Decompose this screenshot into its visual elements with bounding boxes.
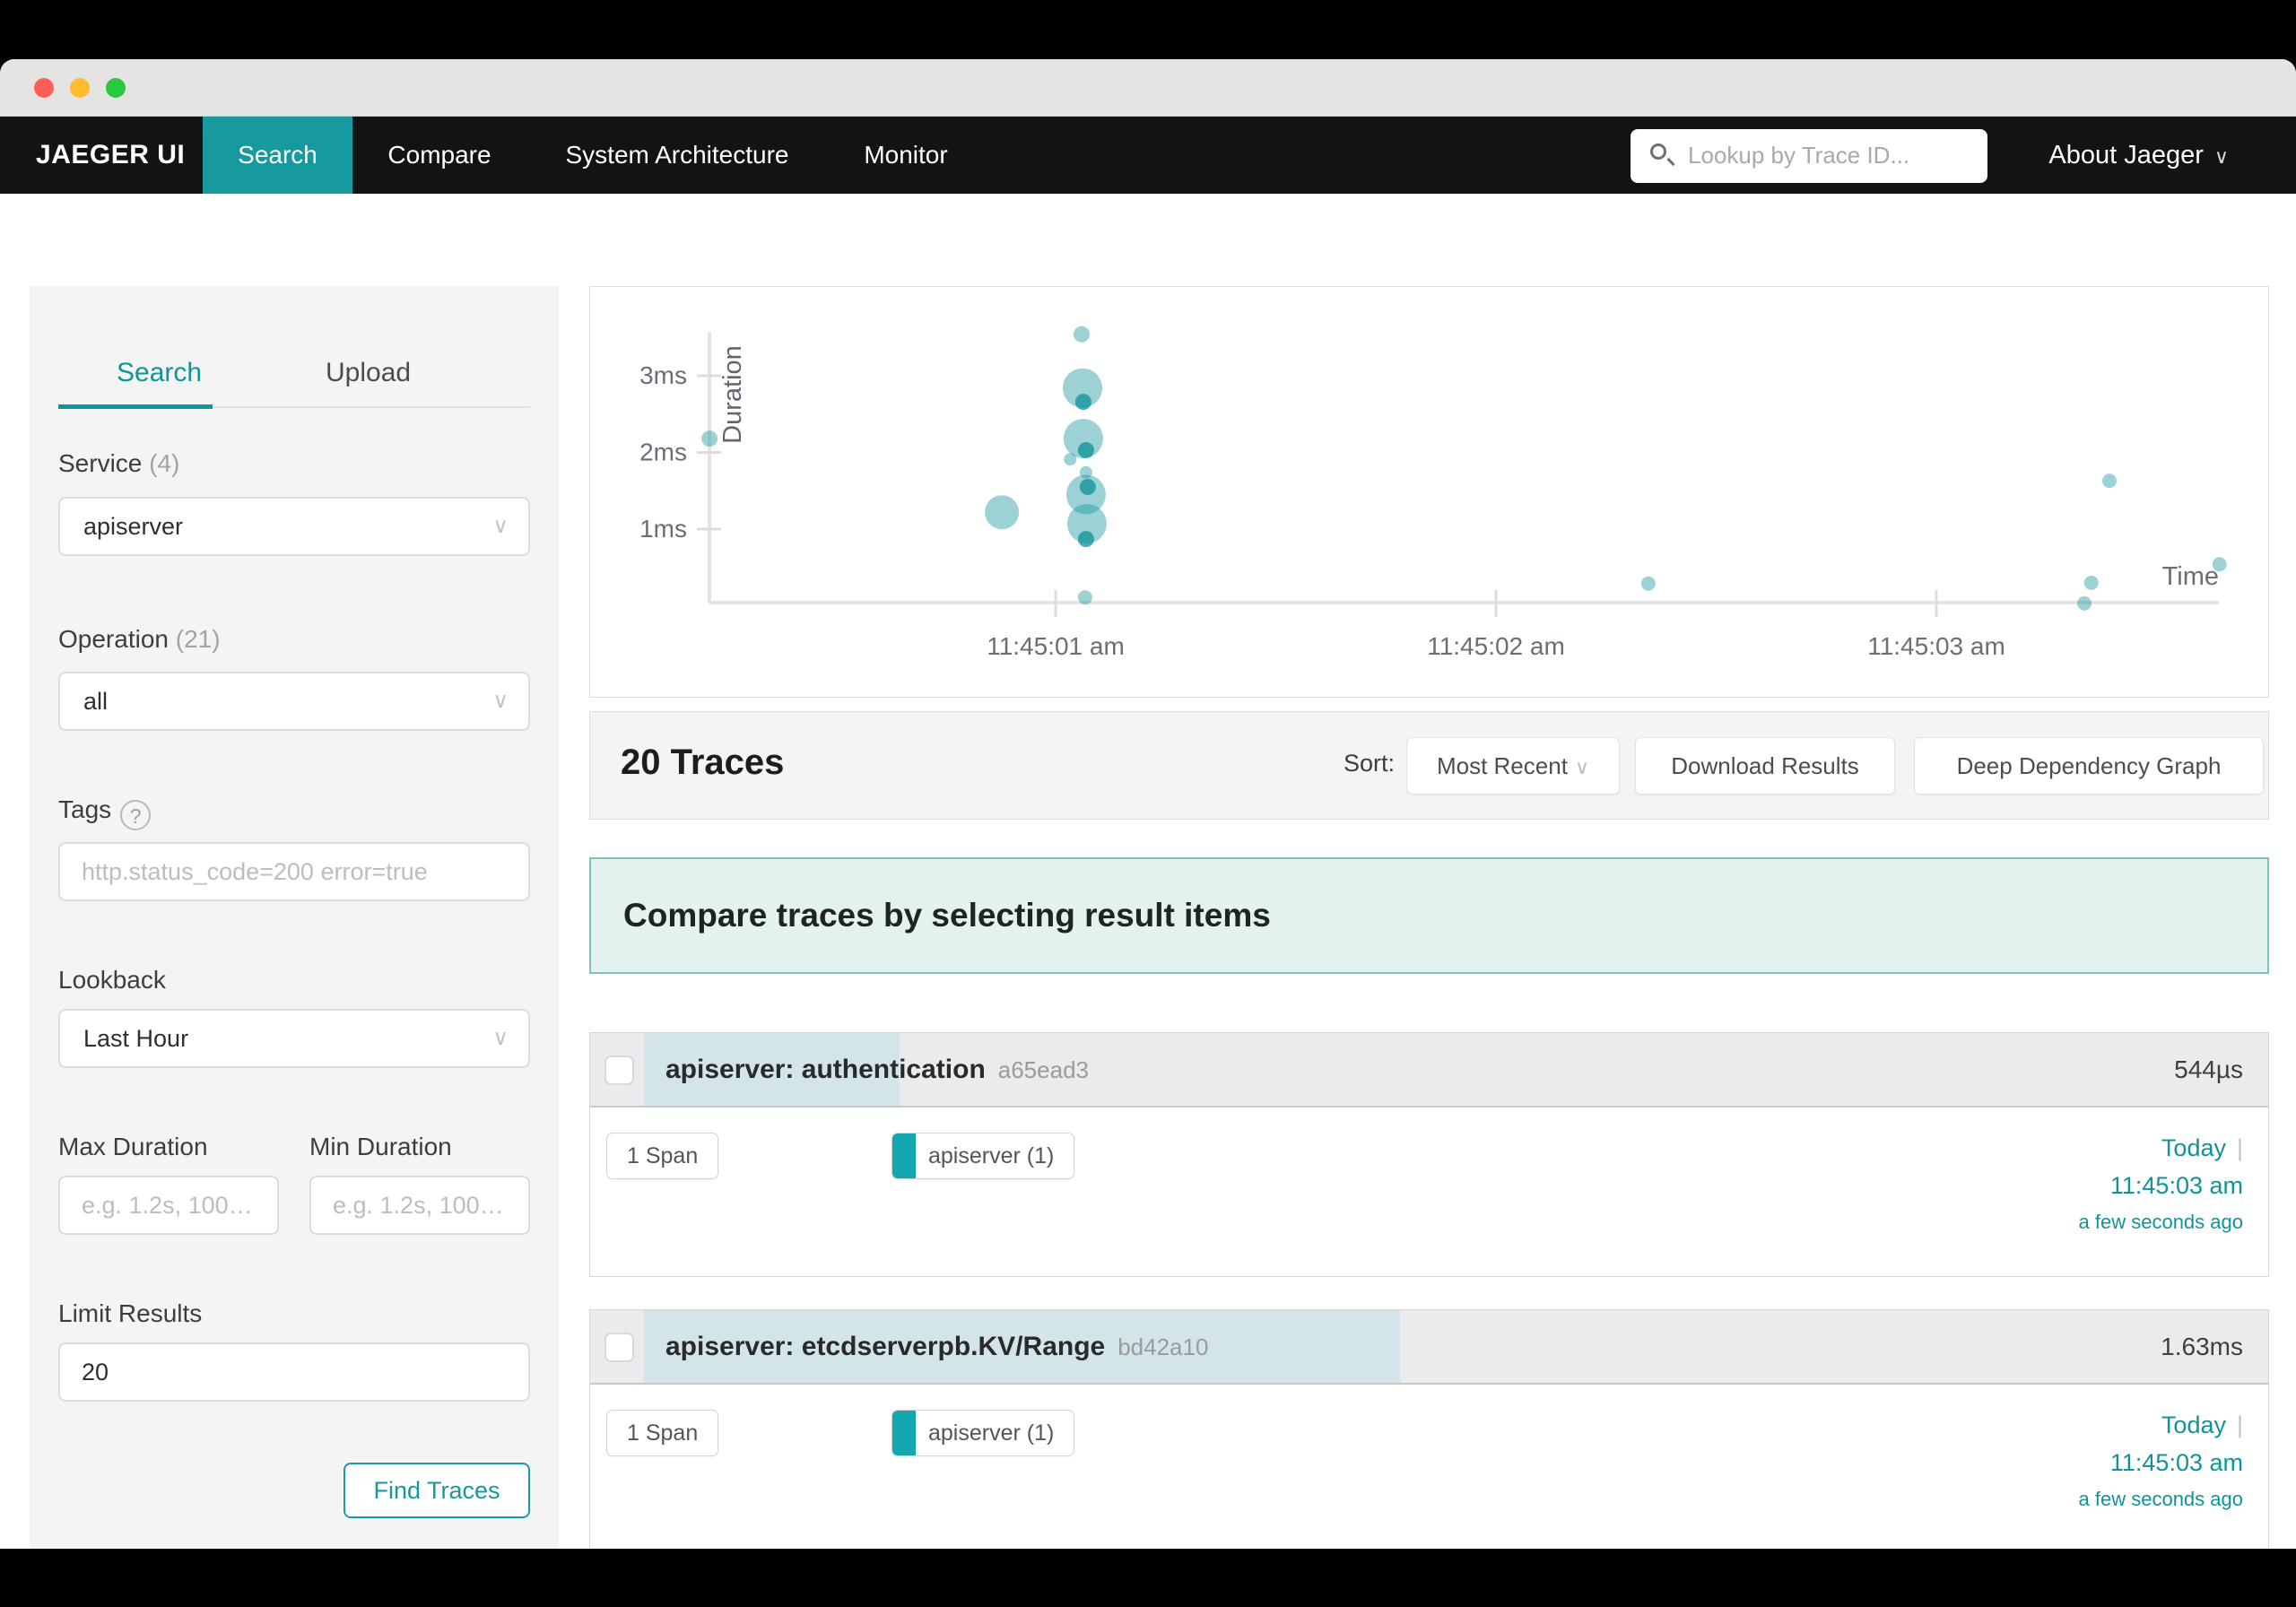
limit-results-input[interactable] [60,1344,528,1400]
sort-select[interactable]: Most Recent ∨ [1406,737,1620,795]
trace-result-row[interactable]: apiserver: etcdserverpb.KV/Range bd42a10 … [589,1309,2269,1549]
trace-id-search-input[interactable] [1688,129,1975,181]
tab-divider [58,406,530,408]
lookback-select[interactable]: Last Hour ∨ [58,1009,530,1068]
svg-text:Time: Time [2162,562,2219,591]
service-label: Service (4) [58,449,180,477]
trace-date-link[interactable]: Today | [2161,1412,2243,1438]
compare-banner: Compare traces by selecting result items [589,857,2269,974]
chevron-down-icon: ∨ [492,689,509,713]
limit-results-field-wrap [58,1342,530,1402]
trace-result-row[interactable]: apiserver: authentication a65ead3 544µs 1… [589,1032,2269,1277]
nav-tab-monitor[interactable]: Monitor [864,141,948,169]
trace-select-checkbox[interactable] [604,1055,634,1085]
svg-text:1ms: 1ms [639,515,687,543]
svg-text:11:45:01 am: 11:45:01 am [987,632,1125,660]
service-color-block [892,1134,916,1178]
app-brand[interactable]: JAEGER UI [36,140,186,169]
trace-duration: 544µs [2174,1055,2243,1083]
trace-row-body: 1 Span apiserver (1) Today | 11:45:03 am … [590,1109,2268,1276]
active-tab-underline [58,404,213,409]
sidebar-tab-search[interactable]: Search [117,358,203,387]
chevron-down-icon: ∨ [2213,145,2229,168]
help-icon[interactable]: ? [120,800,152,830]
tags-input[interactable] [60,844,528,899]
trace-count: 20 Traces [621,743,785,782]
trace-relative-time: a few seconds ago [2078,1488,2243,1510]
duration-scatter-plot[interactable]: 1ms 2ms 3ms 11:45:01 am 11:45:02 am 11:45:03 … [590,287,2268,697]
min-duration-field-wrap [309,1176,530,1235]
duration-bar [644,1310,1400,1383]
min-duration-input[interactable] [311,1177,528,1233]
duration-bar [644,1033,900,1106]
trace-row-header[interactable]: apiserver: authentication a65ead3 544µs [590,1033,2268,1108]
trace-time-link[interactable]: 11:45:03 am [2109,1449,2243,1476]
svg-text:2ms: 2ms [639,439,687,466]
tags-field-wrap [58,842,530,901]
nav-tab-search[interactable]: Search [203,117,352,194]
separator: | [2236,1134,2243,1161]
trace-title: apiserver: authentication a65ead3 [665,1055,1089,1084]
trace-row-header[interactable]: apiserver: etcdserverpb.KV/Range bd42a10 … [590,1310,2268,1385]
trace-timestamp-block: Today | 11:45:03 am a few seconds ago [2079,1129,2243,1240]
svg-text:11:45:03 am: 11:45:03 am [1867,632,2005,660]
service-color-block [892,1411,916,1455]
trace-timestamp-block: Today | 11:45:03 am a few seconds ago [2079,1406,2243,1517]
trace-relative-time: a few seconds ago [2078,1211,2243,1233]
chevron-down-icon: ∨ [1574,756,1590,778]
trace-duration: 1.63ms [2161,1333,2243,1360]
svg-text:11:45:02 am: 11:45:02 am [1427,632,1565,660]
max-duration-field-wrap [58,1176,279,1235]
trace-row-body: 1 Span apiserver (1) Today | 11:45:03 am … [590,1386,2268,1549]
span-count-badge: 1 Span [606,1133,719,1179]
app-window: JAEGER UI Search Compare System Architec… [0,59,2296,1549]
service-tag-badge[interactable]: apiserver (1) [891,1410,1075,1456]
operation-label: Operation (21) [58,625,221,653]
trace-date-link[interactable]: Today | [2161,1134,2243,1161]
maximize-window-button[interactable] [106,78,126,98]
compare-banner-text: Compare traces by selecting result items [623,897,1271,934]
results-toolbar: 20 Traces Sort: Most Recent ∨ Download Re… [589,711,2269,820]
window-titlebar [0,59,2296,117]
minimize-window-button[interactable] [70,78,90,98]
max-duration-label: Max Duration [58,1133,208,1160]
sort-label: Sort: [1344,750,1396,777]
nav-tab-compare[interactable]: Compare [387,141,491,169]
trace-time-link[interactable]: 11:45:03 am [2109,1172,2243,1199]
close-window-button[interactable] [34,78,54,98]
min-duration-label: Min Duration [309,1133,452,1160]
max-duration-input[interactable] [60,1177,277,1233]
trace-id-search-box[interactable] [1631,129,1987,183]
svg-text:Duration: Duration [718,345,747,444]
trace-title: apiserver: etcdserverpb.KV/Range bd42a10 [665,1332,1209,1361]
about-jaeger-menu[interactable]: About Jaeger ∨ [2048,141,2229,169]
screen-letterbox [0,1549,2296,1607]
span-count-badge: 1 Span [606,1410,719,1456]
operation-select[interactable]: all ∨ [58,672,530,731]
deep-dependency-graph-button[interactable]: Deep Dependency Graph [1914,737,2264,795]
trace-select-checkbox[interactable] [604,1333,634,1362]
separator: | [2236,1412,2243,1438]
search-icon [1650,143,1666,160]
service-tag-badge[interactable]: apiserver (1) [891,1133,1075,1179]
svg-text:3ms: 3ms [639,361,687,389]
scatter-plot-panel: 1ms 2ms 3ms 11:45:01 am 11:45:02 am 11:45:03 … [589,286,2269,698]
top-nav: JAEGER UI Search Compare System Architec… [0,117,2296,194]
nav-tab-system-architecture[interactable]: System Architecture [565,141,789,169]
limit-results-label: Limit Results [58,1299,203,1327]
download-results-button[interactable]: Download Results [1635,737,1895,795]
chevron-down-icon: ∨ [492,514,509,538]
search-sidebar: Search Upload Service (4) apiserver ∨ Op… [30,286,559,1549]
service-select[interactable]: apiserver ∨ [58,497,530,556]
sidebar-tab-upload[interactable]: Upload [326,358,412,387]
chevron-down-icon: ∨ [492,1026,509,1050]
tags-label: Tags? [58,795,152,830]
lookback-label: Lookback [58,966,166,994]
find-traces-button[interactable]: Find Traces [344,1463,530,1518]
